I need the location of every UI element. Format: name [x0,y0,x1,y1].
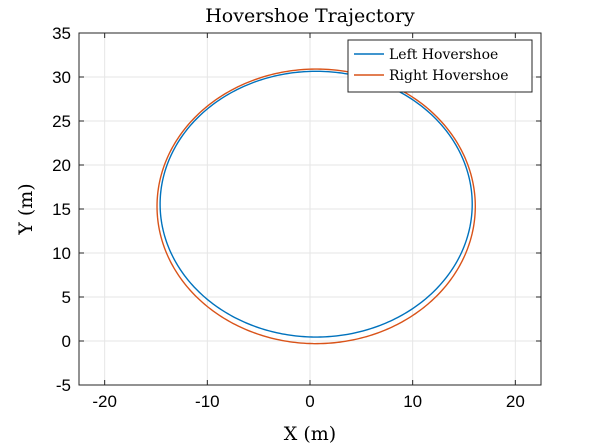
y-tick-label: -5 [56,376,71,395]
y-tick-label: 25 [52,112,71,131]
x-tick-label: -20 [92,392,117,411]
y-tick-label: 0 [62,332,71,351]
legend: Left Hovershoe Right Hovershoe [347,39,533,93]
chart-title: Hovershoe Trajectory [205,5,415,27]
x-tick-label: 10 [403,392,422,411]
plot-area [156,68,476,345]
x-tick-label: 0 [305,392,314,411]
series-line-left-hovershoe [159,70,473,338]
x-tick-label: -10 [195,392,220,411]
y-tick-label: 20 [52,156,71,175]
legend-entry-label: Left Hovershoe [389,47,498,63]
series-line-right-hovershoe [156,68,476,345]
legend-entry-label: Right Hovershoe [389,68,509,84]
x-axis-label: X (m) [284,423,336,445]
legend-box [347,39,533,93]
y-tick-label: 35 [52,24,71,43]
y-tick-label: 30 [52,68,71,87]
y-tick-label: 15 [52,200,71,219]
y-axis-label: Y (m) [15,183,37,235]
axis-ticks: -20 -10 0 10 20 -5 0 5 10 15 20 25 30 35 [52,24,541,411]
y-tick-label: 5 [62,288,71,307]
y-tick-label: 10 [52,244,71,263]
x-tick-label: 20 [506,392,525,411]
